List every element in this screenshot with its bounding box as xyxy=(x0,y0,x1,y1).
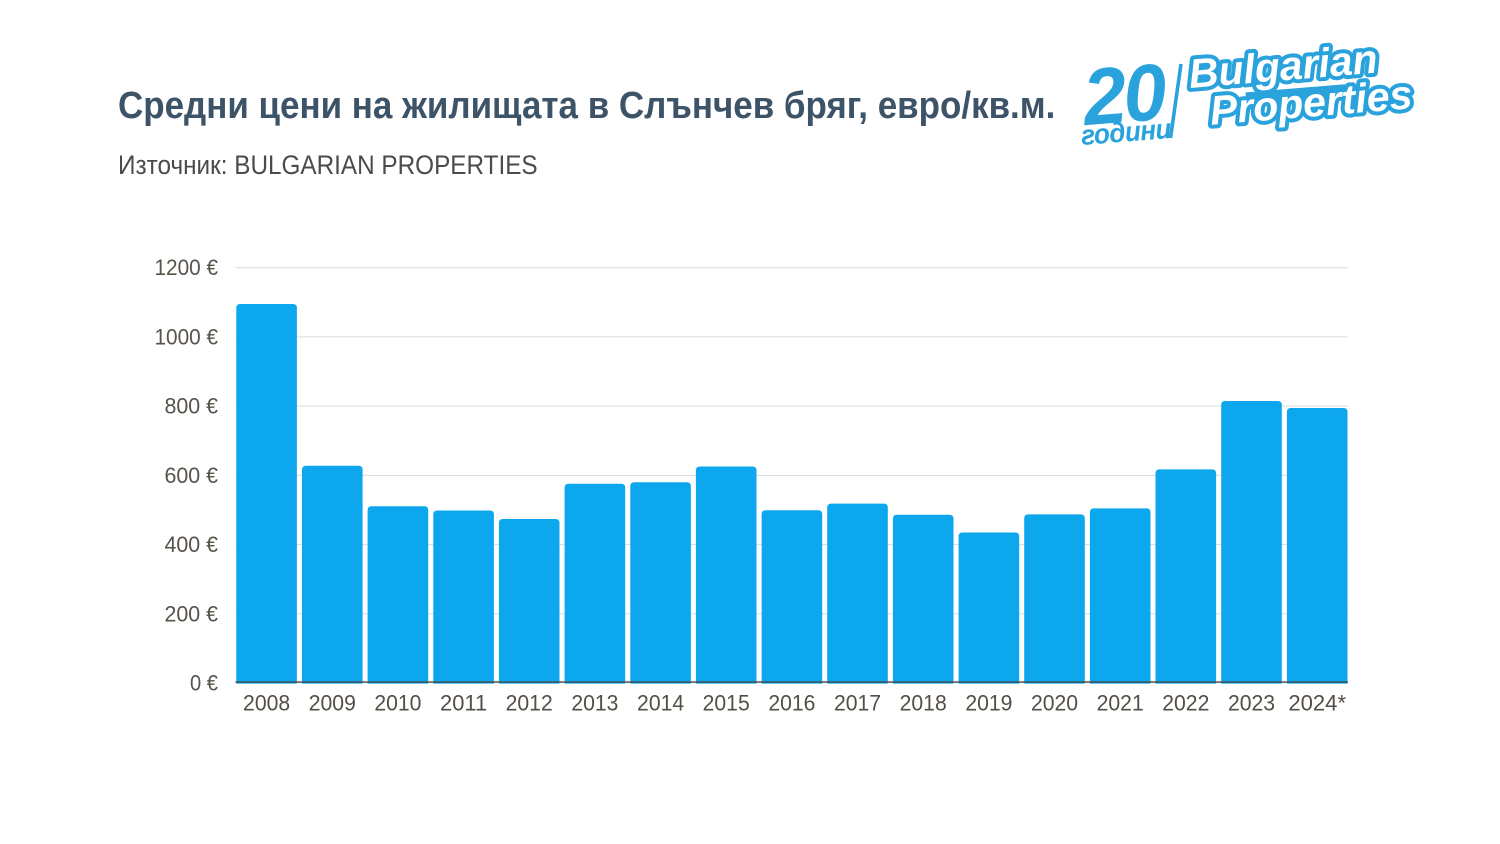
svg-text:2020: 2020 xyxy=(1031,691,1078,716)
svg-text:2013: 2013 xyxy=(571,691,618,716)
svg-text:800 €: 800 € xyxy=(165,394,219,419)
svg-text:1000 €: 1000 € xyxy=(155,324,219,349)
svg-text:2022: 2022 xyxy=(1162,691,1209,716)
svg-text:2018: 2018 xyxy=(900,691,947,716)
svg-text:2021: 2021 xyxy=(1097,691,1144,716)
svg-text:2023: 2023 xyxy=(1228,691,1275,716)
svg-text:600 €: 600 € xyxy=(165,463,219,488)
svg-text:0 €: 0 € xyxy=(190,671,218,696)
svg-text:2014: 2014 xyxy=(637,691,684,716)
svg-text:2011: 2011 xyxy=(440,691,487,716)
svg-text:2017: 2017 xyxy=(834,691,881,716)
svg-text:2016: 2016 xyxy=(768,691,815,716)
svg-text:200 €: 200 € xyxy=(165,601,219,626)
svg-text:2015: 2015 xyxy=(703,691,750,716)
svg-text:1200 €: 1200 € xyxy=(155,255,219,280)
svg-text:2024*: 2024* xyxy=(1288,691,1346,716)
svg-text:години: години xyxy=(1080,113,1173,151)
svg-text:2010: 2010 xyxy=(374,691,421,716)
svg-text:2019: 2019 xyxy=(965,691,1012,716)
svg-text:2012: 2012 xyxy=(506,691,553,716)
svg-text:2009: 2009 xyxy=(309,691,356,716)
svg-text:400 €: 400 € xyxy=(165,532,219,557)
svg-text:2008: 2008 xyxy=(243,691,290,716)
svg-text:20: 20 xyxy=(1078,47,1170,143)
